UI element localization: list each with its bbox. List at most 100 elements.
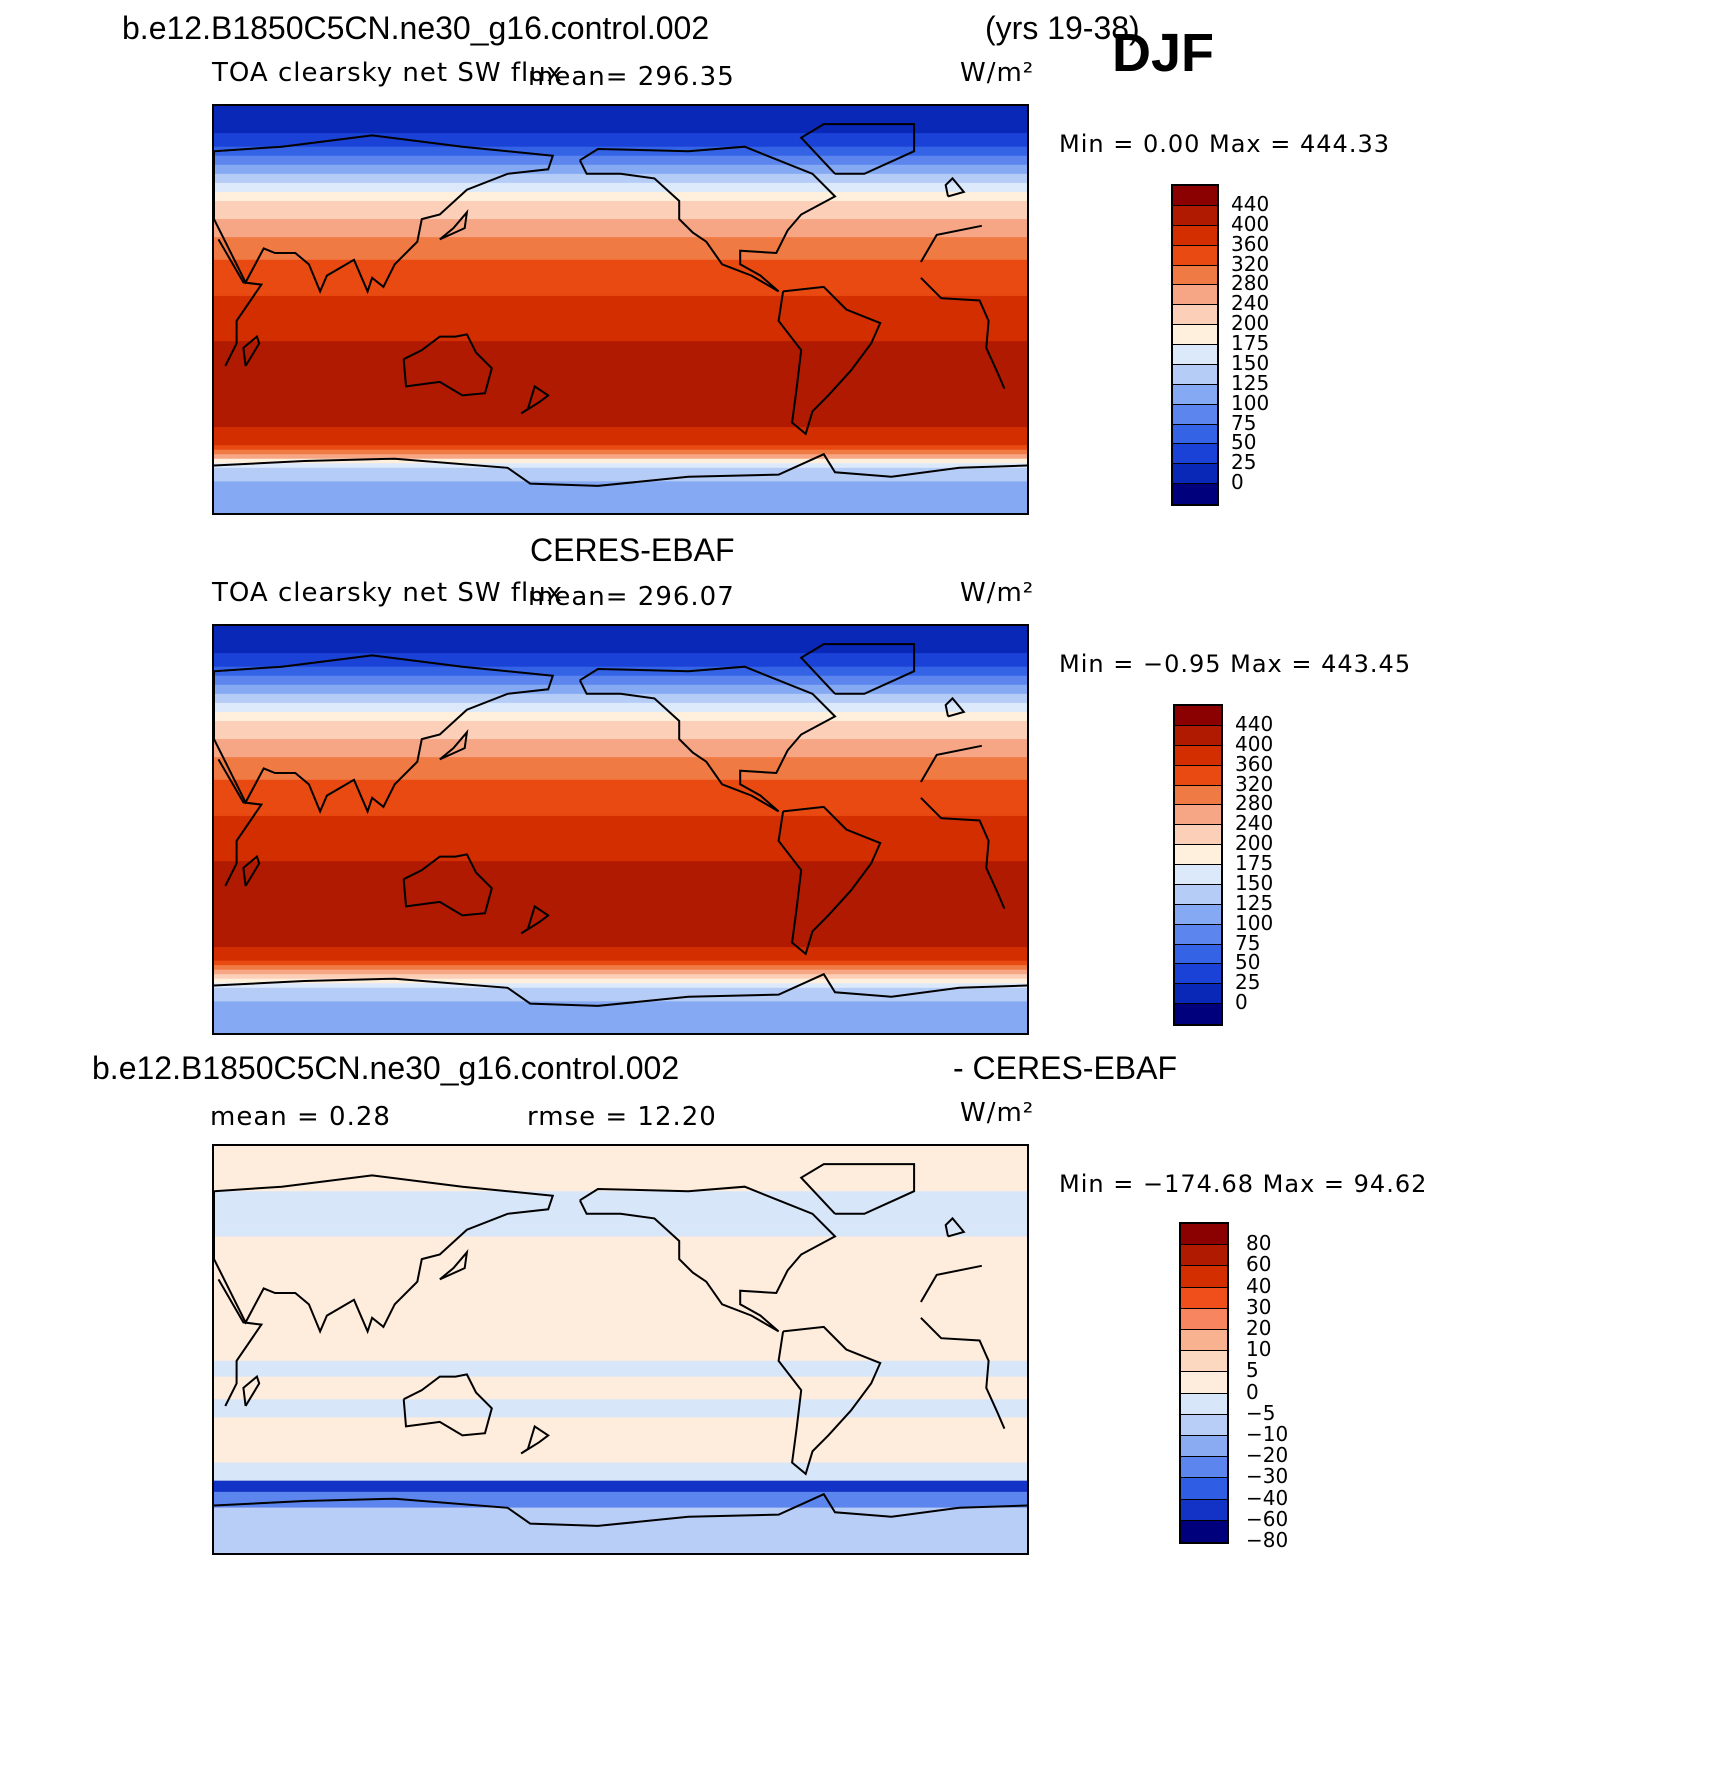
zonal-band [214, 775, 1027, 781]
colorbar-label: 50 [1235, 950, 1261, 975]
zonal-band [214, 757, 1027, 763]
coastline [439, 1249, 469, 1281]
zonal-band [214, 784, 1027, 790]
colorbar-box [1173, 464, 1217, 485]
colorbar-box [1175, 904, 1221, 925]
zonal-band [214, 485, 1027, 491]
colorbar-label: 240 [1231, 291, 1270, 316]
colorbar-label: 240 [1235, 811, 1274, 836]
coastline [402, 333, 493, 397]
zonal-band [214, 906, 1027, 912]
coastline [242, 334, 261, 367]
zonal-band [214, 137, 1027, 143]
zonal-band [214, 657, 1027, 663]
zonal-band [214, 264, 1027, 270]
colorbar-box [1175, 825, 1221, 846]
zonal-band [214, 996, 1027, 1002]
colorbar-box [1175, 964, 1221, 985]
colorbar-label: 440 [1231, 191, 1270, 216]
zonal-band [214, 960, 1027, 966]
zonal-band [214, 734, 1027, 740]
diff-band [214, 1360, 1027, 1377]
zonal-band [214, 436, 1027, 442]
zonal-band [214, 463, 1027, 469]
coastline [777, 805, 882, 956]
coastline [217, 224, 1006, 389]
zonal-band [214, 128, 1027, 134]
zonal-band [214, 748, 1027, 754]
colorbar-label: 150 [1235, 870, 1274, 895]
colorbar-label: 200 [1235, 831, 1274, 856]
zonal-band [214, 332, 1027, 338]
zonal-band [214, 852, 1027, 858]
zonal-band [214, 345, 1027, 351]
season-label: DJF [1112, 23, 1215, 83]
colorbar-label: 125 [1235, 890, 1274, 915]
colorbar-box [1173, 305, 1217, 326]
colorbar-box [1173, 364, 1217, 385]
colorbar-label: 360 [1231, 231, 1270, 256]
panel2-colorbar-labels: 440 400 360 320 280 240 200 175 150 125 100 75 50 25 0 [1235, 704, 1295, 1026]
zonal-band [214, 232, 1027, 238]
panel1-variable: TOA clearsky net SW flux [212, 58, 564, 88]
zonal-band [214, 938, 1027, 944]
coastline [799, 1163, 916, 1215]
zonal-band [214, 164, 1027, 170]
zonal-band [214, 811, 1027, 817]
diff-band [214, 1399, 1027, 1418]
zonal-band [214, 680, 1027, 686]
zonal-band [214, 951, 1027, 957]
coastline [242, 854, 261, 887]
coastline [777, 285, 882, 436]
colorbar-box [1181, 1436, 1227, 1458]
colorbar-box [1175, 865, 1221, 885]
panel3-mean: mean = 0.28 [210, 1102, 391, 1132]
diff-band [214, 1225, 1027, 1237]
zonal-band [214, 273, 1027, 279]
coastline [214, 1492, 1027, 1527]
zonal-band [214, 838, 1027, 844]
zonal-band [214, 653, 1027, 659]
zonal-band [214, 870, 1027, 876]
colorbar-label: 100 [1235, 910, 1274, 935]
colorbar-label: 80 [1246, 1231, 1272, 1256]
zonal-band [214, 1014, 1027, 1020]
colorbar-label: −30 [1246, 1464, 1289, 1489]
zonal-band [214, 255, 1027, 261]
panel3-minmax: Min = −174.68 Max = 94.62 [1059, 1170, 1428, 1198]
zonal-band [214, 897, 1027, 903]
zonal-band [214, 888, 1027, 894]
panel3-title-left: b.e12.B1850C5CN.ne30_g16.control.002 [92, 1050, 680, 1086]
zonal-band [214, 390, 1027, 396]
zonal-band [214, 191, 1027, 197]
colorbar-box [1175, 1004, 1221, 1024]
colorbar-box [1175, 725, 1221, 746]
zonal-band [214, 788, 1027, 794]
colorbar-box [1173, 285, 1217, 306]
zonal-band [214, 381, 1027, 387]
zonal-band [214, 689, 1027, 695]
colorbar-box [1173, 225, 1217, 246]
zonal-band [214, 716, 1027, 722]
coastline [520, 1424, 550, 1455]
zonal-band [214, 843, 1027, 849]
colorbar-box [1175, 984, 1221, 1005]
zonal-band [214, 363, 1027, 369]
zonal-band [214, 300, 1027, 306]
zonal-band [214, 626, 1027, 632]
zonal-band [214, 847, 1027, 853]
coastline [439, 729, 469, 761]
zonal-band [214, 115, 1027, 121]
zonal-band [214, 323, 1027, 329]
zonal-band [214, 928, 1027, 935]
zonal-band [214, 702, 1027, 708]
colorbar-label: 75 [1235, 930, 1261, 955]
panel2-colorbar [1173, 704, 1223, 1026]
zonal-band [214, 503, 1027, 509]
zonal-band [214, 865, 1027, 871]
zonal-band [214, 431, 1027, 437]
zonal-band [214, 295, 1027, 301]
zonal-band [214, 350, 1027, 356]
zonal-band [214, 1028, 1027, 1033]
panel3-units: W/m² [960, 1098, 1035, 1128]
